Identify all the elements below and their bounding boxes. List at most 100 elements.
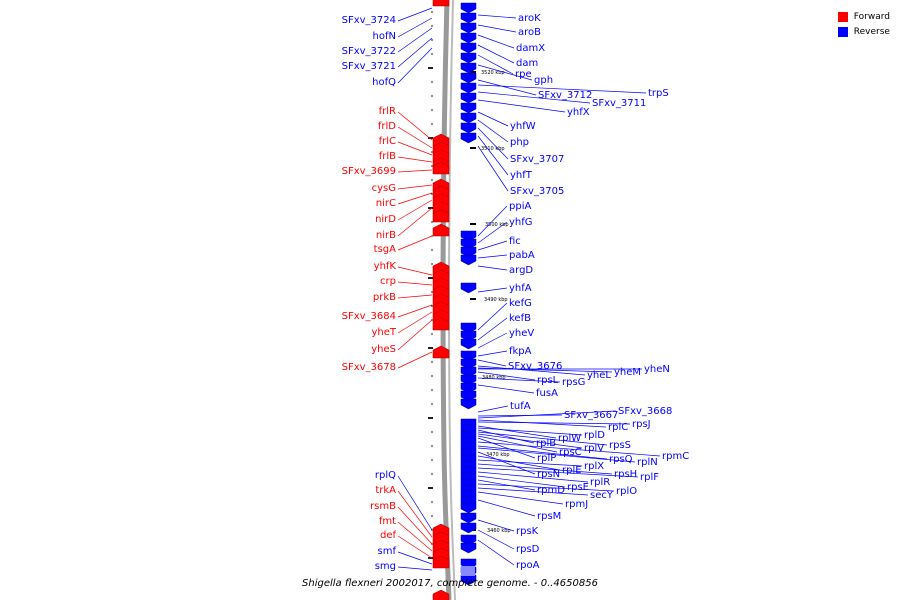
forward-leader-line	[397, 111, 433, 141]
reverse-gene-label: ppiA	[509, 201, 531, 212]
forward-gene-label: SFxv_3724	[342, 15, 396, 26]
reverse-gene-label: rplO	[616, 486, 637, 497]
forward-leader-line	[397, 311, 433, 334]
reverse-gene-label: yheL	[587, 370, 611, 381]
reverse-leader-line	[477, 499, 536, 517]
reverse-leader-line	[477, 463, 613, 475]
reverse-leader-line	[477, 475, 566, 488]
reverse-gene-arrow	[460, 102, 477, 114]
forward-leader-line	[397, 17, 433, 38]
reverse-swatch	[837, 26, 848, 37]
reverse-gene-arrow	[460, 22, 477, 34]
forward-swatch	[837, 11, 848, 22]
reverse-leader-line	[477, 459, 583, 467]
tick-label: 3510 kbp	[481, 146, 505, 152]
forward-gene-label: yheT	[371, 327, 396, 338]
reverse-leader-line	[477, 127, 509, 160]
reverse-gene-label: rplC	[608, 422, 628, 433]
forward-gene-label: cysG	[372, 183, 396, 194]
tick-label: 3460 kbp	[487, 528, 511, 534]
reverse-leader-line	[477, 429, 535, 444]
reverse-gene-arrow	[460, 112, 477, 124]
reverse-leader-line	[477, 431, 608, 446]
reverse-leader-line	[477, 359, 507, 367]
reverse-leader-line	[477, 519, 515, 532]
reverse-gene-label: rpoA	[516, 560, 540, 571]
reverse-gene-label: rpsG	[562, 377, 585, 388]
reverse-gene-label: fusA	[536, 388, 558, 399]
tick-label: 3480 kbp	[482, 375, 506, 381]
forward-leader-line	[397, 319, 433, 351]
reverse-gene-arrow	[461, 566, 475, 576]
forward-gene-label: def	[380, 530, 397, 541]
reverse-gene-label: rplE	[562, 465, 582, 476]
reverse-leader-line	[477, 205, 508, 237]
legend-forward: Forward	[837, 9, 890, 24]
reverse-gene-arrow	[460, 398, 477, 410]
reverse-gene-label: dam	[516, 58, 538, 69]
reverse-leader-line	[477, 332, 508, 349]
forward-gene-label: fmt	[379, 516, 396, 527]
reverse-leader-line	[477, 539, 515, 566]
forward-gene-label: frlC	[379, 136, 396, 147]
reverse-gene-arrow	[460, 52, 477, 64]
reverse-leader-line	[477, 44, 515, 64]
reverse-gene-label: rpsK	[516, 526, 539, 537]
forward-leader-line	[397, 37, 433, 68]
forward-leader-line	[397, 235, 433, 251]
reverse-leader-line	[477, 254, 508, 259]
reverse-gene-label: rplV	[584, 443, 604, 454]
reverse-leader-line	[477, 79, 537, 96]
reverse-gene-arrow	[460, 72, 477, 84]
forward-leader-line	[397, 521, 433, 552]
reverse-gene-arrow	[460, 132, 477, 144]
forward-leader-line	[397, 184, 433, 190]
reverse-gene-label: SFxv_3705	[510, 186, 564, 197]
reverse-leader-line	[477, 64, 533, 81]
reverse-gene-label: SFxv_3707	[510, 154, 564, 165]
reverse-gene-label: rpsN	[537, 469, 560, 480]
reverse-gene-label: yhfA	[509, 283, 532, 294]
reverse-gene-label: php	[510, 137, 529, 148]
reverse-gene-label: rpsM	[537, 511, 561, 522]
forward-leader-line	[397, 304, 433, 318]
genome-caption: Shigella flexneri 2002017, complete geno…	[302, 578, 598, 589]
reverse-gene-label: rpsJ	[632, 419, 651, 430]
reverse-gene-label: yheM	[614, 367, 641, 378]
reverse-gene-label: fic	[509, 236, 521, 247]
reverse-gene-label: damX	[516, 43, 545, 54]
reverse-leader-line	[477, 135, 509, 176]
reverse-leader-line	[477, 433, 583, 449]
reverse-leader-line	[477, 479, 536, 491]
forward-gene-arrow	[432, 209, 450, 223]
forward-gene-arrow	[432, 555, 450, 569]
forward-gene-label: rplQ	[375, 470, 396, 481]
reverse-gene-label: fkpA	[509, 346, 532, 357]
forward-gene-label: frlR	[379, 106, 396, 117]
reverse-gene-label: rpsH	[614, 469, 637, 480]
reverse-gene-label: rpe	[515, 69, 532, 80]
forward-gene-label: hofN	[373, 31, 396, 42]
reverse-leader-line	[477, 414, 563, 417]
reverse-leader-line	[477, 487, 589, 496]
reverse-gene-label: yhfX	[567, 107, 590, 118]
reverse-gene-label: rplD	[584, 430, 605, 441]
reverse-leader-line	[477, 119, 509, 143]
reverse-leader-line	[477, 410, 617, 419]
forward-leader-line	[397, 551, 433, 565]
forward-gene-label: crp	[380, 276, 396, 287]
reverse-gene-arrow	[460, 32, 477, 44]
reverse-gene-label: rplW	[558, 433, 581, 444]
reverse-gene-label: pabA	[509, 250, 535, 261]
reverse-leader-line	[477, 240, 508, 251]
reverse-gene-label: SFxv_3668	[618, 406, 672, 417]
reverse-gene-arrow	[460, 62, 477, 74]
forward-leader-line	[397, 47, 433, 84]
reverse-leader-line	[477, 221, 508, 244]
reverse-gene-arrow	[460, 502, 477, 514]
reverse-gene-arrow	[460, 282, 477, 294]
reverse-gene-label: rpmJ	[565, 499, 588, 510]
reverse-gene-arrow	[460, 82, 477, 94]
reverse-leader-line	[477, 445, 608, 460]
